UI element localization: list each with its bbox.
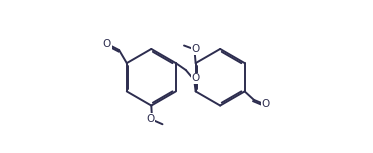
Text: O: O [103, 39, 111, 49]
Text: O: O [147, 114, 155, 124]
Text: O: O [192, 44, 200, 54]
Text: O: O [192, 73, 200, 83]
Text: O: O [262, 99, 270, 109]
